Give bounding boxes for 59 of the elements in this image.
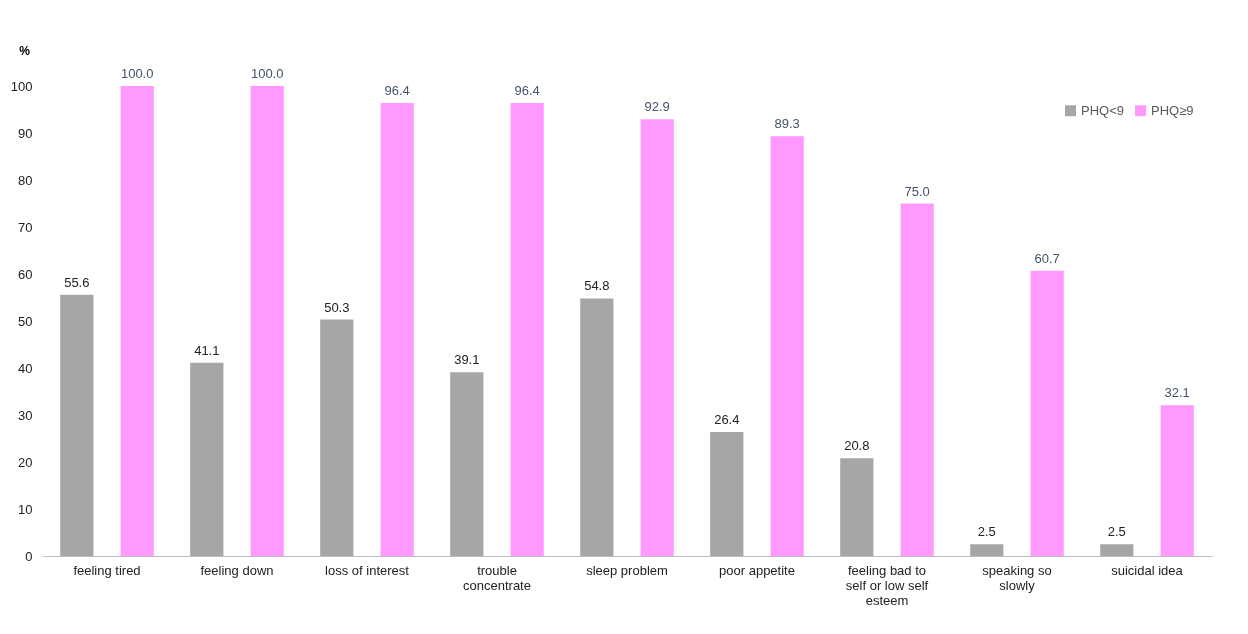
x-tick-label: feeling tired xyxy=(73,562,141,578)
x-tick-label: speaking so slowly xyxy=(982,562,1052,593)
legend-label: PHQ<9 xyxy=(1081,102,1124,118)
y-tick-label: 20 xyxy=(18,454,33,470)
y-tick-label: 70 xyxy=(18,219,33,235)
bar xyxy=(580,298,614,556)
data-label: 75.0 xyxy=(904,183,930,199)
bar xyxy=(320,319,354,556)
y-tick-label: 10 xyxy=(18,501,33,517)
bar xyxy=(710,431,744,556)
bar xyxy=(510,102,544,556)
bar xyxy=(120,86,154,556)
data-label: 60.7 xyxy=(1034,250,1060,266)
x-tick-label: feeling bad to self or low self esteem xyxy=(845,562,929,608)
bar xyxy=(60,294,94,556)
y-tick-label: 80 xyxy=(18,172,33,188)
data-label: 2.5 xyxy=(1107,524,1126,540)
x-tick-label: poor appetite xyxy=(719,562,795,578)
bar xyxy=(970,544,1004,556)
data-label: 20.8 xyxy=(844,438,870,454)
bar xyxy=(1160,405,1194,556)
y-tick-label: 0 xyxy=(25,548,33,564)
bar xyxy=(900,203,934,556)
bar xyxy=(190,362,224,556)
data-label: 96.4 xyxy=(384,82,410,98)
data-label: 41.1 xyxy=(194,342,220,358)
data-label: 26.4 xyxy=(714,411,740,427)
data-label: 32.1 xyxy=(1164,385,1190,401)
x-tick-label: sleep problem xyxy=(586,562,668,578)
x-tick-label: loss of interest xyxy=(325,562,410,578)
data-label: 54.8 xyxy=(584,278,610,294)
data-label: 100.0 xyxy=(250,66,284,81)
bar xyxy=(1030,270,1064,556)
legend-label: PHQ≥9 xyxy=(1151,102,1194,118)
bar xyxy=(380,102,414,556)
bar xyxy=(640,119,674,556)
x-tick-label: trouble concentrate xyxy=(463,562,531,593)
data-label: 89.3 xyxy=(774,116,800,132)
data-label: 39.1 xyxy=(454,352,480,368)
x-tick-label: feeling down xyxy=(200,562,274,578)
x-tick-label: suicidal idea xyxy=(1111,562,1184,578)
y-tick-label: 40 xyxy=(18,360,33,376)
bar xyxy=(450,372,484,556)
y-tick-label: 50 xyxy=(18,313,33,329)
y-tick-label: 90 xyxy=(18,125,33,141)
data-label: 2.5 xyxy=(977,524,996,540)
y-tick-label: 30 xyxy=(18,407,33,423)
data-label: 100.0 xyxy=(120,66,154,81)
data-label: 92.9 xyxy=(644,99,670,115)
bar xyxy=(1100,544,1134,556)
data-label: 50.3 xyxy=(324,299,350,315)
y-tick-label: 60 xyxy=(18,266,33,282)
data-label: 96.4 xyxy=(514,82,540,98)
bar xyxy=(840,458,874,556)
bar xyxy=(250,86,284,556)
y-axis-title: % xyxy=(19,44,31,58)
bar xyxy=(770,136,804,556)
y-tick-label: 100 xyxy=(10,78,33,94)
data-label: 55.6 xyxy=(64,274,90,290)
